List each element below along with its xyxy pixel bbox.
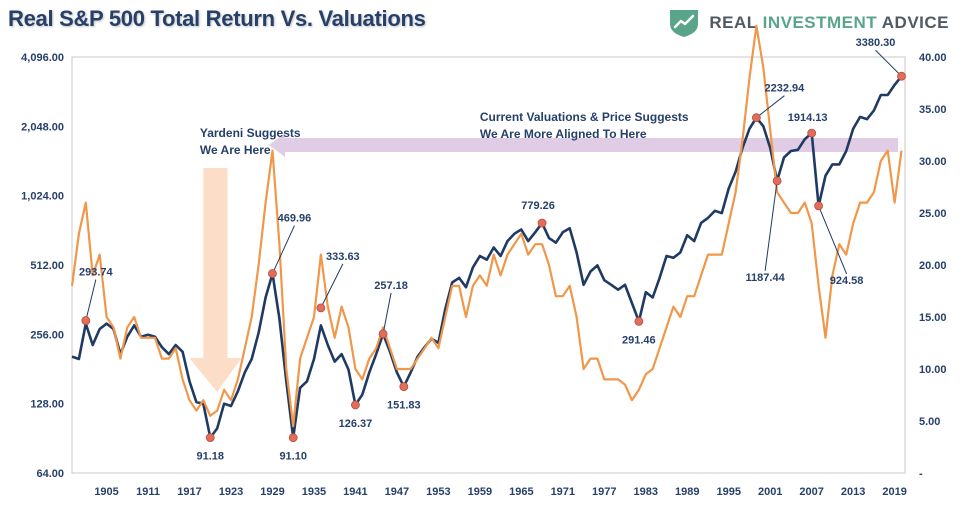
x-axis-tick-label: 1905 <box>94 486 118 498</box>
left-axis-tick-label: 256.00 <box>30 329 64 341</box>
data-point-marker <box>351 400 360 410</box>
x-axis-tick-label: 1941 <box>343 486 367 498</box>
x-axis-tick-label: 1959 <box>468 486 492 498</box>
data-point-label: 3380.30 <box>856 37 896 49</box>
right-axis-tick-label: 35.00 <box>919 104 947 116</box>
data-point-label: 91.18 <box>196 451 224 463</box>
data-point-label: 333.63 <box>326 251 360 263</box>
data-point-marker <box>205 433 215 442</box>
x-axis-tick-label: 1929 <box>260 486 284 498</box>
real-total-return-line <box>71 75 903 439</box>
data-point-marker <box>81 316 91 325</box>
data-point-marker <box>814 201 823 211</box>
data-point-label: 924.58 <box>830 275 864 287</box>
x-axis-tick-label: 1989 <box>675 486 699 498</box>
plot-area <box>71 56 906 474</box>
data-point-label: 293.74 <box>79 267 114 279</box>
current-valuations-callout-text: Current Valuations & Price Suggests <box>480 110 689 124</box>
data-point-marker <box>537 218 547 228</box>
right-axis-tick-label: 15.00 <box>919 312 947 324</box>
x-axis-tick-label: 1911 <box>136 486 160 498</box>
leader-line <box>382 292 392 334</box>
brand-word-advice: ADVICE <box>881 13 949 32</box>
brand-word-real: REAL <box>709 13 763 32</box>
x-axis-tick-label: 1923 <box>219 486 243 498</box>
data-point-label: 2232.94 <box>764 83 805 95</box>
data-point-label: 91.10 <box>279 451 307 463</box>
data-point-label: 151.83 <box>387 400 421 412</box>
data-point-marker <box>807 128 817 138</box>
data-point-marker <box>268 269 277 278</box>
shield-logo-icon <box>670 10 699 37</box>
left-axis-tick-label: 4,096.00 <box>21 52 64 64</box>
data-point-label: 469.96 <box>278 213 312 225</box>
yardeni-callout-text: Yardeni Suggests <box>200 126 301 140</box>
current-valuations-left-arrow <box>269 132 899 157</box>
leader-line <box>756 95 785 119</box>
yardeni-down-arrow <box>189 168 242 392</box>
data-point-marker <box>772 176 782 186</box>
data-point-marker <box>897 71 906 81</box>
data-point-label: 1187.44 <box>746 272 786 284</box>
current-valuations-callout-text: We Are More Aligned To Here <box>480 127 647 141</box>
chart-title: Real S&P 500 Total Return Vs. Valuations <box>8 6 426 31</box>
x-axis-tick-label: 1971 <box>551 486 575 498</box>
right-axis-tick-label: 25.00 <box>919 208 947 220</box>
x-axis-tick-label: 1977 <box>592 486 616 498</box>
data-point-label: 1914.13 <box>788 112 828 124</box>
data-point-label: 257.18 <box>374 280 408 292</box>
right-axis-tick-label: 5.00 <box>919 416 940 428</box>
x-axis-tick-label: 1953 <box>426 486 450 498</box>
x-axis-tick-label: 2013 <box>841 486 865 498</box>
left-axis-tick-label: 2,048.00 <box>21 121 64 133</box>
right-axis-tick-label: 10.00 <box>919 364 947 376</box>
left-axis-tick-label: 64.00 <box>36 468 64 480</box>
leader-line <box>875 49 902 77</box>
leader-line <box>85 279 97 321</box>
leader-line <box>320 263 344 309</box>
brand-word-investment: INVESTMENT <box>762 13 878 32</box>
brand-name: REAL INVESTMENT ADVICE <box>709 13 949 33</box>
right-axis-tick-label: 20.00 <box>919 260 947 272</box>
x-axis-tick-label: 2019 <box>882 486 906 498</box>
leader-line <box>272 225 295 274</box>
brand-header: REAL INVESTMENT ADVICE <box>667 8 949 38</box>
data-point-label: 779.26 <box>521 200 555 212</box>
right-axis-tick-label: 40.00 <box>919 52 947 64</box>
data-point-marker <box>288 433 298 443</box>
data-point-label: 126.37 <box>339 418 373 430</box>
x-axis-tick-label: 2007 <box>799 486 823 498</box>
data-point-marker <box>378 329 388 339</box>
data-point-marker <box>399 382 409 391</box>
yardeni-callout-text: We Are Here <box>200 143 271 157</box>
leader-line <box>764 180 778 271</box>
left-axis-tick-label: 128.00 <box>30 399 64 411</box>
x-axis-tick-label: 1965 <box>509 486 533 498</box>
x-axis-tick-label: 1995 <box>716 486 740 498</box>
data-point-marker <box>634 316 644 326</box>
data-point-marker <box>751 113 761 123</box>
valuation-cape-line <box>70 24 903 428</box>
x-axis-tick-label: 1935 <box>302 486 326 498</box>
right-axis-tick-label: 30.00 <box>919 156 947 168</box>
x-axis-tick-label: 1983 <box>634 486 658 498</box>
leader-line <box>818 205 848 275</box>
right-axis-tick-label: - <box>919 468 923 480</box>
left-axis-tick-label: 1,024.00 <box>21 191 64 203</box>
left-axis-tick-label: 512.00 <box>30 260 64 272</box>
x-axis-tick-label: 1947 <box>385 486 409 498</box>
x-axis-tick-label: 2001 <box>758 486 782 498</box>
data-point-marker <box>316 303 326 313</box>
x-axis-tick-label: 1917 <box>177 486 201 498</box>
data-point-label: 291.46 <box>622 334 656 346</box>
